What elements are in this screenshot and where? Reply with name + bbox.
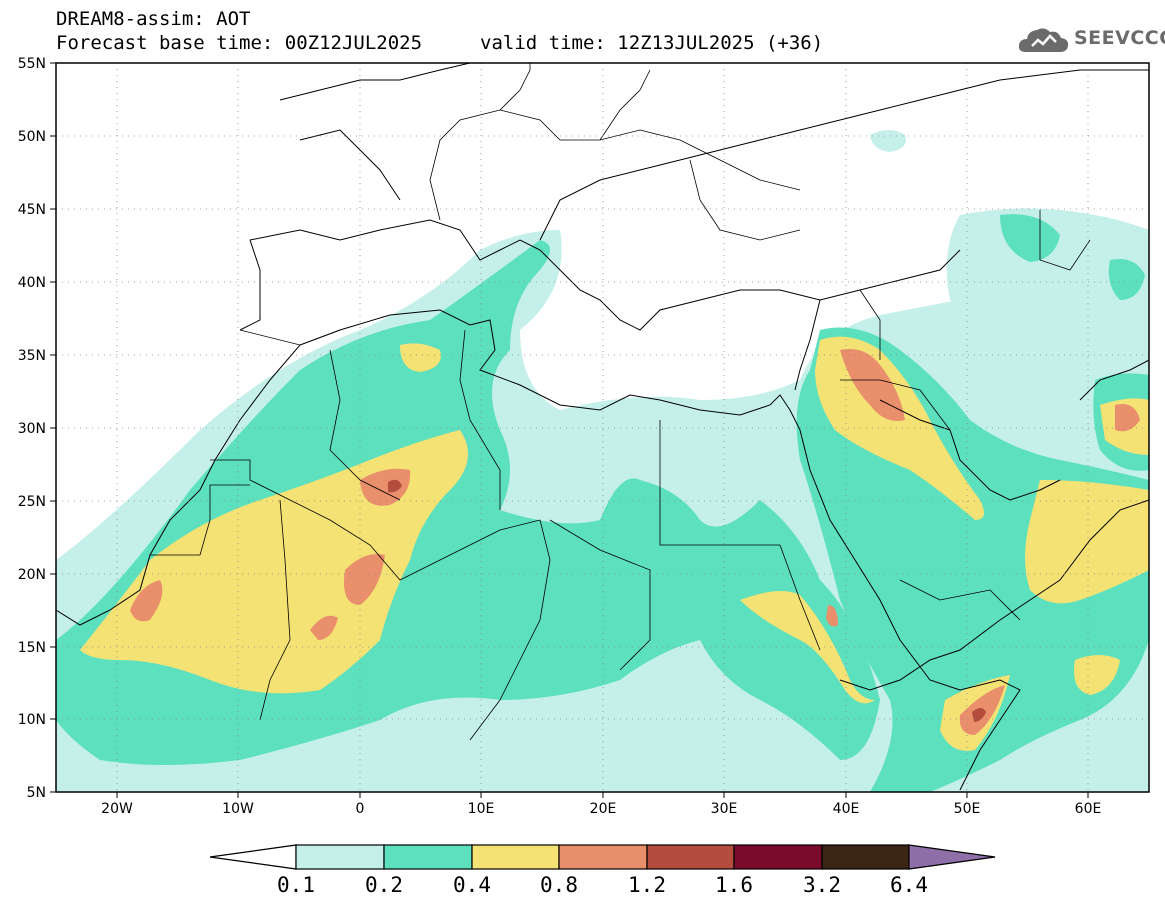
colorbar-low-arrow	[209, 844, 297, 870]
forecast-base-time: Forecast base time: 00Z12JUL2025	[56, 32, 423, 54]
lat-label: 15N	[18, 640, 46, 656]
lon-label: 60E	[1075, 801, 1102, 817]
country-borders	[150, 63, 1091, 741]
colorbar-label: 3.2	[803, 873, 841, 897]
colorbar-high-arrow	[908, 844, 996, 870]
colorbar-label: 1.2	[628, 873, 666, 897]
lat-label: 25N	[18, 494, 46, 510]
lon-label: 30E	[711, 801, 738, 817]
lon-label: 10W	[222, 801, 254, 817]
colorbar-label: 1.6	[715, 873, 753, 897]
lon-label: 0	[356, 801, 365, 817]
colorbar-labels: 0.1 0.2 0.4 0.8 1.2 1.6 3.2 6.4	[277, 873, 928, 897]
valid-time: valid time: 12Z13JUL2025 (+36)	[480, 32, 824, 54]
colorbar-swatch	[295, 844, 385, 870]
lat-labels: 55N 50N 45N 40N 35N 30N 25N 20N 15N 10N …	[18, 56, 46, 801]
colorbar-label: 6.4	[890, 873, 928, 897]
colorbar-swatch	[821, 844, 910, 870]
aot-field	[56, 63, 1149, 792]
lon-labels: 20W 10W 0 10E 20E 30E 40E 50E 60E	[101, 801, 1101, 817]
lon-label: 10E	[468, 801, 495, 817]
lat-ticks	[50, 62, 56, 793]
logo-text: SEEVCCC	[1074, 27, 1165, 49]
map-title: DREAM8-assim: AOT	[56, 8, 251, 30]
lat-label: 40N	[18, 275, 46, 291]
lat-label: 30N	[18, 421, 46, 437]
lat-label: 10N	[18, 712, 46, 728]
colorbar-swatch	[646, 844, 735, 870]
colorbar-label: 0.4	[453, 873, 491, 897]
lat-label: 20N	[18, 567, 46, 583]
colorbar-swatch	[471, 844, 560, 870]
colorbar-swatch	[383, 844, 473, 870]
lon-label: 20E	[590, 801, 617, 817]
colorbar-swatch	[558, 844, 648, 870]
colorbar-swatch	[733, 844, 823, 870]
lon-label: 20W	[101, 801, 133, 817]
colorbar-label: 0.2	[365, 873, 403, 897]
colorbar-label: 0.1	[277, 873, 315, 897]
lat-label: 45N	[18, 202, 46, 218]
lat-label: 55N	[18, 56, 46, 72]
grid	[56, 63, 1149, 792]
lon-label: 40E	[833, 801, 860, 817]
cloud-icon	[1018, 28, 1069, 52]
coastlines	[56, 63, 1149, 791]
lat-label: 50N	[18, 129, 46, 145]
aot-level-1.2	[388, 479, 986, 722]
lon-label: 50E	[954, 801, 981, 817]
seevccc-logo: SEEVCCC	[1016, 24, 1165, 56]
lat-label: 35N	[18, 348, 46, 364]
lon-ticks	[116, 792, 1089, 798]
colorbar-label: 0.8	[540, 873, 578, 897]
lat-label: 5N	[27, 785, 46, 801]
colorbar	[209, 844, 996, 870]
